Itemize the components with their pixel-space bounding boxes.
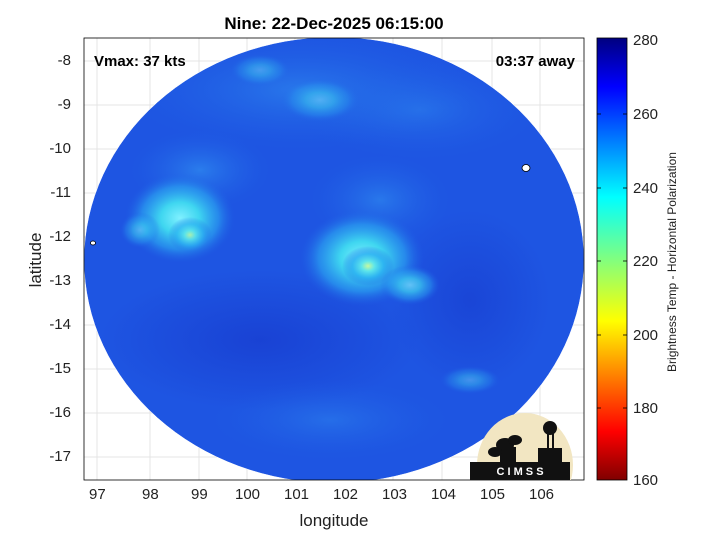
colorbar-label: Brightness Temp - Horizontal Polarizatio… xyxy=(665,152,679,372)
x-tick: 106 xyxy=(529,486,555,503)
x-tick: 104 xyxy=(431,486,457,503)
colorbar-ticks xyxy=(597,113,627,409)
cimss-logo-text: C I M S S xyxy=(496,466,544,478)
y-tick: -14 xyxy=(49,316,71,333)
x-tick: 101 xyxy=(284,486,310,503)
y-tick: -17 xyxy=(49,448,71,465)
vmax-label: Vmax: 37 kts xyxy=(94,53,186,70)
x-tick: 105 xyxy=(480,486,506,503)
y-tick: -12 xyxy=(49,228,71,245)
time-away-label: 03:37 away xyxy=(495,53,575,70)
brightness-temperature-swath xyxy=(84,38,584,480)
colorbar-tick: 180 xyxy=(633,400,659,417)
y-tick: -10 xyxy=(49,140,71,157)
x-tick: 102 xyxy=(333,486,359,503)
colorbar-tick: 160 xyxy=(633,472,659,489)
colorbar-tick: 240 xyxy=(633,180,659,197)
y-tick: -15 xyxy=(49,360,71,377)
y-tick: -11 xyxy=(50,184,71,201)
colorbar-tick: 220 xyxy=(633,253,659,270)
y-tick: -8 xyxy=(57,52,71,69)
x-tick: 100 xyxy=(235,486,261,503)
cimss-logo xyxy=(470,413,573,480)
x-tick: 98 xyxy=(142,486,159,503)
y-tick: -13 xyxy=(49,272,71,289)
y-axis-label: latitude xyxy=(26,232,45,288)
y-tick: -9 xyxy=(57,96,71,113)
colorbar-tick: 200 xyxy=(633,327,659,344)
x-tick: 99 xyxy=(191,486,208,503)
x-axis-label: longitude xyxy=(299,511,369,530)
island-outline xyxy=(90,164,531,246)
x-tick: 103 xyxy=(382,486,408,503)
colorbar-tick: 260 xyxy=(633,106,659,123)
plot-frame xyxy=(83,37,585,481)
colorbar-tick: 280 xyxy=(633,32,659,49)
y-tick: -16 xyxy=(49,404,71,421)
x-tick: 97 xyxy=(89,486,106,503)
colorbar xyxy=(596,37,628,481)
plot-title: Nine: 22-Dec-2025 06:15:00 xyxy=(224,14,444,33)
